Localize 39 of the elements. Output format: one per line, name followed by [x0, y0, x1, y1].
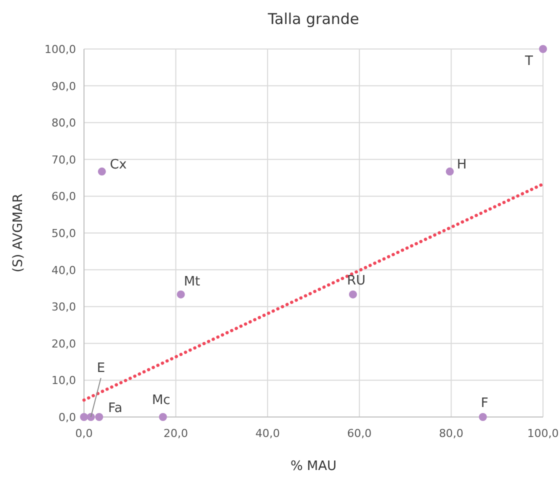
point	[176, 290, 185, 298]
annotation: Cx	[110, 158, 127, 173]
annotation: Mc	[152, 393, 170, 408]
y-tick-label: 50,0	[52, 227, 76, 240]
point	[95, 413, 104, 421]
x-tick-label: 0,0	[75, 427, 93, 440]
x-tick-label: 80,0	[438, 427, 464, 440]
point	[80, 413, 88, 421]
annotation: Fa	[108, 401, 122, 416]
x-tick-label: 60,0	[347, 427, 372, 440]
y-tick-label: 0,0	[58, 411, 76, 424]
y-tick-label: 70,0	[52, 153, 76, 166]
point	[86, 413, 95, 421]
point	[98, 168, 106, 176]
annotation: Mt	[184, 274, 200, 290]
y-tick-label: 40,0	[52, 264, 76, 277]
annotation: RU	[346, 273, 366, 288]
x-tick-label: 40,0	[255, 427, 280, 440]
y-tick-label: 100,0	[44, 43, 76, 56]
point	[158, 413, 167, 421]
chart-title: Talla grande	[266, 10, 360, 28]
annotation: E	[96, 361, 106, 376]
point	[478, 413, 487, 421]
y-tick-label: 30,0	[52, 300, 76, 314]
annotation: F	[480, 396, 488, 411]
x-tick-label: 100,0	[527, 427, 559, 440]
y-axis-title: (S) AVGMAR	[11, 194, 26, 272]
x-tick-label: 20,0	[164, 427, 188, 440]
y-tick-label: 90,0	[52, 80, 76, 93]
y-tick-label: 80,0	[52, 116, 76, 130]
x-axis-title: % MAU	[290, 459, 337, 474]
point	[446, 168, 454, 176]
y-tick-label: 60,0	[52, 190, 76, 204]
y-tick-label: 20,0	[52, 337, 76, 350]
annotation: H	[456, 158, 467, 173]
point	[539, 45, 547, 53]
annotation: T	[524, 54, 533, 69]
y-tick-label: 10,0	[52, 374, 76, 388]
point	[348, 290, 357, 298]
